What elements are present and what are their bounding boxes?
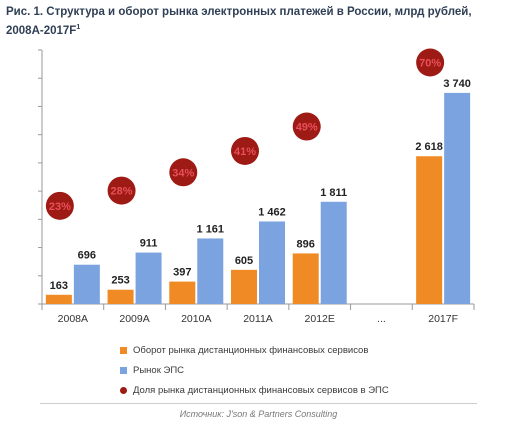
share-bubble [416, 48, 445, 77]
bar-remote-services [107, 289, 134, 304]
legend-item-share: Доля рынка дистанционных финансовых серв… [120, 380, 389, 400]
x-tick-label: ... [377, 313, 386, 325]
bar-remote-services [292, 253, 319, 304]
legend-swatch-blue [120, 366, 127, 374]
data-label-eps-market: 696 [78, 250, 96, 262]
data-label-eps-market: 1 462 [258, 206, 286, 218]
legend-dot-share [120, 386, 127, 394]
bar-remote-services [231, 269, 257, 304]
x-tick-label: 2010A [181, 313, 211, 325]
bar-eps-market [444, 92, 471, 304]
bar-remote-services [169, 281, 196, 304]
bar-eps-market [73, 264, 100, 304]
share-label: 28% [111, 186, 133, 198]
legend-label-remote-services: Оборот рынка дистанционных финансовых се… [133, 344, 369, 356]
legend-item-remote-services: Оборот рынка дистанционных финансовых се… [120, 340, 389, 360]
share-label: 49% [296, 122, 318, 134]
chart-title-text: Рис. 1. Структура и оборот рынка электро… [6, 6, 472, 37]
legend-item-eps-market: Рынок ЭПС [120, 360, 389, 380]
data-label-remote-services: 2 618 [415, 141, 443, 153]
data-label-remote-services: 163 [50, 280, 68, 292]
bar-remote-services [45, 294, 72, 304]
chart-title: Рис. 1. Структура и оборот рынка электро… [6, 4, 511, 39]
share-bubble [231, 136, 259, 165]
bar-eps-market [259, 221, 285, 304]
share-bubble [45, 191, 74, 220]
share-label: 23% [49, 201, 71, 213]
legend-label-share: Доля рынка дистанционных финансовых серв… [133, 384, 389, 396]
bar-eps-market [197, 238, 224, 304]
chart-legend: Оборот рынка дистанционных финансовых се… [120, 340, 389, 400]
data-label-remote-services: 896 [297, 238, 315, 250]
bar-eps-market [320, 201, 347, 304]
legend-label-eps-market: Рынок ЭПС [133, 364, 185, 376]
chart-title-footnote: 1 [76, 24, 81, 31]
bar-eps-market [135, 252, 162, 304]
data-label-eps-market: 1 811 [320, 187, 347, 199]
source-note: Источник: J'son & Partners Consulting [179, 409, 338, 419]
x-tick-label: 2008A [58, 313, 88, 325]
chart-area: 2008A 163 696 23% 2009A 253 911 28% 2010A 397 1 16… [38, 48, 475, 325]
x-tick-label: 2012E [305, 313, 335, 325]
share-bubble [292, 112, 321, 141]
bar-remote-services [416, 156, 443, 304]
data-label-remote-services: 253 [111, 275, 129, 287]
data-label-remote-services: 397 [173, 267, 191, 279]
data-label-eps-market: 3 740 [443, 78, 471, 90]
share-label: 34% [172, 167, 194, 179]
data-label-remote-services: 605 [235, 255, 253, 267]
share-label: 70% [419, 58, 441, 70]
x-tick-label: 2011A [243, 313, 273, 325]
data-label-eps-market: 1 161 [197, 223, 225, 235]
legend-swatch-orange [120, 346, 127, 354]
data-label-eps-market: 911 [140, 238, 158, 250]
share-bubble [169, 158, 198, 187]
source-divider [40, 403, 477, 404]
share-bubble [107, 176, 136, 205]
x-tick-label: 2009A [119, 313, 149, 325]
x-tick-label: 2017F [428, 313, 458, 325]
share-label: 41% [234, 146, 256, 158]
